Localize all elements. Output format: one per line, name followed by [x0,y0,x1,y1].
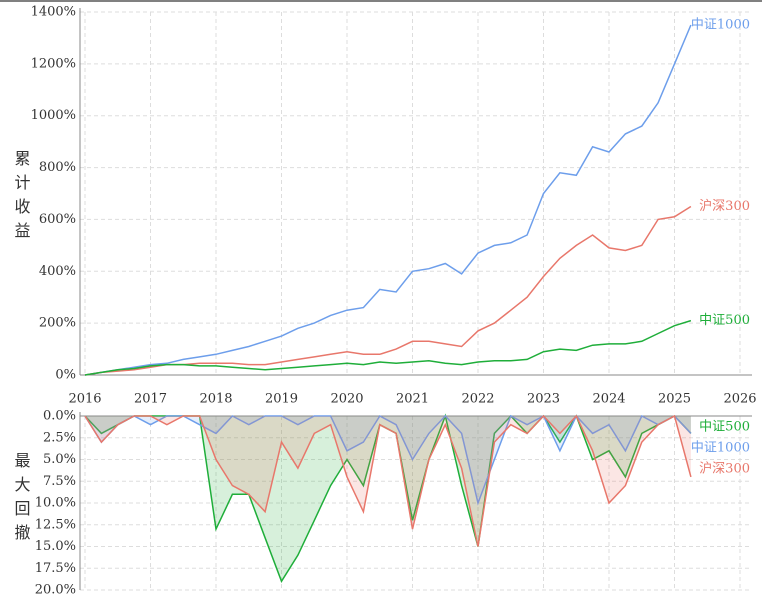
x-tick-label: 2026 [723,392,756,407]
line [84,414,692,506]
series-label: 中证1000 [691,441,750,456]
y-tick-label: 15.0% [35,539,76,554]
line [84,319,692,376]
x-tick-label: 2024 [592,392,625,407]
series-label: 中证500 [699,313,750,328]
series-label: 沪深300 [699,461,750,477]
area [85,416,691,582]
series-label: 中证1000 [691,17,750,32]
y-tick-label: 5.0% [43,452,76,467]
y-tick-label: 600% [39,212,76,227]
area [85,416,691,503]
y-tick-label: 7.5% [43,474,76,489]
x-tick-label: 2020 [330,392,363,407]
x-tick-label: 2022 [461,392,494,407]
y-tick-label: 2.5% [43,430,76,445]
x-tick-label: 2018 [199,392,232,407]
y-tick-label: 17.5% [35,561,76,576]
y-tick-label: 12.5% [35,517,76,532]
x-tick-label: 2019 [265,392,298,407]
series-label: 沪深300 [699,198,750,214]
y-tick-label: 1000% [31,108,76,123]
area [85,416,691,547]
line [84,24,692,376]
y-tick-label: 0% [55,368,76,383]
x-tick-label: 2017 [134,392,167,407]
x-tick-label: 2021 [396,392,429,407]
y-tick-label: 0.0% [43,409,76,424]
y-axis-label: 最大回撤 [12,452,31,548]
y-tick-label: 10.0% [35,496,76,511]
x-tick-label: 2016 [68,392,101,407]
y-tick-label: 200% [39,316,76,331]
y-tick-label: 400% [39,264,76,279]
y-axis-label: 累计收益 [12,150,31,246]
series-label: 中证500 [699,420,750,435]
line [84,414,692,547]
y-tick-label: 20.0% [35,583,76,598]
x-tick-label: 2025 [658,392,691,407]
y-tick-label: 1200% [31,56,76,71]
y-tick-label: 1400% [31,5,76,20]
x-tick-label: 2023 [527,392,560,407]
y-tick-label: 800% [39,160,76,175]
